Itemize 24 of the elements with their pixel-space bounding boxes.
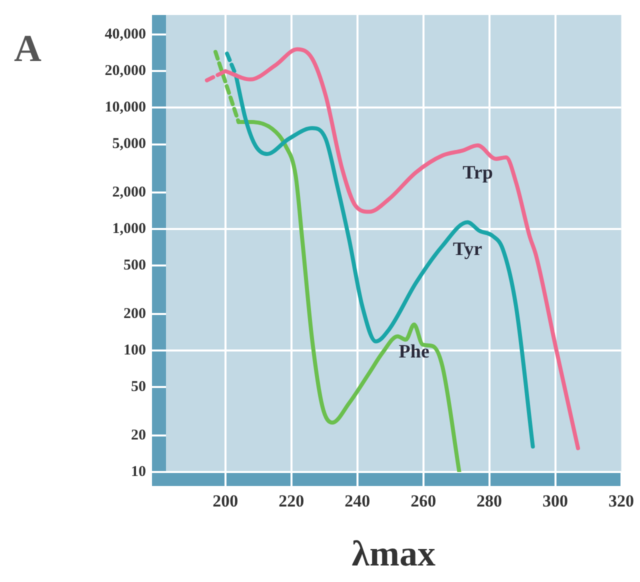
- x-tick-label: 260: [410, 492, 436, 511]
- x-tick-label: 280: [476, 492, 502, 511]
- y-tick-label: 5,000: [112, 136, 146, 152]
- x-tick-label: 220: [278, 492, 304, 511]
- y-tick-label: 200: [124, 306, 146, 322]
- y-tick-label: 1,000: [112, 221, 146, 238]
- x-axis-title: λmax: [352, 534, 436, 574]
- series-label: Trp: [462, 162, 493, 184]
- y-tick-label: 2,000: [112, 184, 146, 200]
- y-tick-label: 50: [131, 379, 146, 395]
- y-tick-label: 500: [124, 258, 146, 274]
- x-tick-label: 300: [542, 492, 568, 511]
- series-label: Tyr: [452, 239, 483, 260]
- y-tick-label: 10,000: [104, 100, 146, 116]
- y-tick-label: 20: [131, 427, 146, 444]
- y-tick-label: 40,000: [104, 26, 146, 42]
- x-tick-label: 240: [344, 492, 370, 511]
- x-tick-label: 320: [608, 492, 634, 511]
- series-label: Phe: [398, 341, 430, 362]
- y-tick-label: 10: [131, 464, 146, 480]
- y-tick-label: 20,000: [104, 63, 146, 80]
- x-tick-label: 200: [212, 492, 238, 511]
- y-tick-label: 100: [124, 342, 146, 358]
- text: A: [14, 28, 42, 70]
